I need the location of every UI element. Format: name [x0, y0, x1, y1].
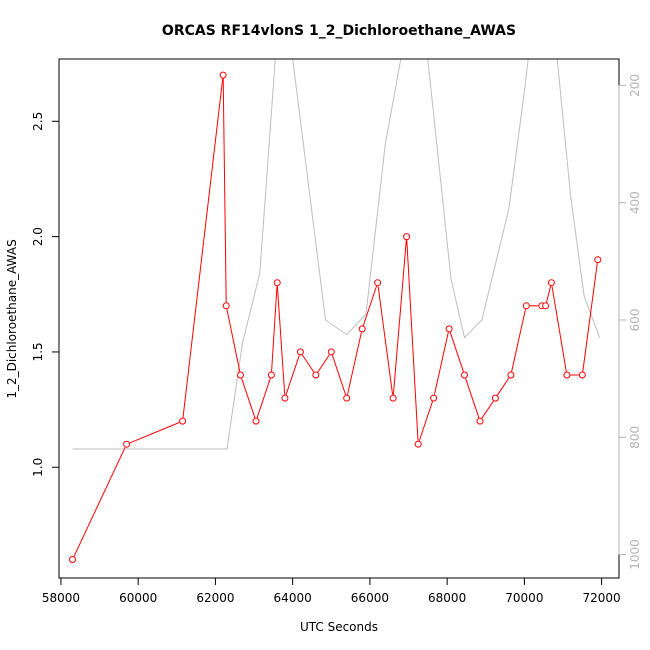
data-point	[252, 417, 260, 425]
series-segment	[449, 332, 464, 372]
axes: 58000 60000 62000 64000 66000 68000 70000 72000…	[31, 58, 642, 605]
x-tick-label: 70000	[505, 591, 543, 605]
x-tick-label: 58000	[42, 591, 80, 605]
series-segment	[226, 309, 241, 372]
data-point	[327, 348, 335, 356]
data-point	[179, 417, 187, 425]
right-tick-label: 200	[628, 74, 642, 97]
series-segment	[362, 285, 377, 326]
data-point	[578, 371, 586, 379]
data-point	[522, 302, 530, 310]
data-point	[461, 371, 468, 379]
x-axis-label: UTC Seconds	[300, 620, 378, 634]
chart-title: ORCAS RF14vlonS 1_2_Dichloroethane_AWAS	[162, 23, 516, 39]
x-tick-label: 64000	[274, 591, 312, 605]
data-point	[594, 256, 602, 264]
y-tick-label: 2.0	[31, 227, 45, 246]
data-point	[403, 233, 411, 241]
series-segment	[465, 378, 480, 418]
data-point	[414, 440, 422, 448]
data-point	[491, 394, 499, 402]
series-segment	[271, 286, 278, 372]
y-tick-label: 1.0	[31, 458, 45, 477]
data-point	[281, 394, 289, 402]
x-tick-label: 62000	[196, 591, 234, 605]
series-segment	[392, 240, 407, 395]
data-point	[343, 394, 351, 402]
series-segment	[276, 286, 286, 395]
data-point	[219, 71, 227, 79]
data-point	[476, 417, 484, 425]
x-tick-label: 68000	[428, 591, 466, 605]
series-segment	[222, 78, 227, 303]
data-point	[273, 279, 281, 287]
data-point	[312, 371, 320, 379]
series-segment	[73, 447, 126, 557]
series-segment	[129, 422, 180, 444]
x-tick-label: 72000	[583, 591, 621, 605]
series-segment	[546, 285, 552, 303]
data-point	[358, 325, 366, 333]
right-tick-label: 1000	[628, 539, 642, 570]
series-segment	[511, 309, 526, 372]
secondary-series-line	[72, 59, 601, 450]
plot-border	[58, 58, 620, 579]
plot-area	[69, 59, 602, 563]
data-point	[374, 279, 382, 287]
series-segment	[347, 332, 362, 395]
series-segment	[433, 332, 449, 395]
series-segment	[406, 240, 419, 441]
x-tick-label: 66000	[351, 591, 389, 605]
series-segment	[317, 354, 330, 373]
data-point	[389, 394, 397, 402]
data-point	[296, 348, 304, 356]
series-segment	[418, 401, 433, 442]
right-tick-label: 400	[628, 191, 642, 214]
data-point	[430, 394, 438, 402]
right-tick-label: 800	[628, 426, 642, 449]
data-point	[445, 325, 453, 333]
series-segment	[377, 286, 394, 395]
data-point	[123, 440, 131, 448]
data-point	[542, 302, 550, 310]
series-segment	[241, 378, 256, 418]
data-point	[547, 279, 555, 287]
data-point	[69, 556, 76, 563]
data-point	[507, 371, 515, 379]
series-segment	[285, 355, 300, 395]
series-segment	[496, 377, 510, 396]
data-point	[563, 371, 571, 379]
series-segment	[582, 263, 598, 372]
series-segment	[551, 286, 567, 372]
data-point	[237, 371, 244, 379]
series-segment	[256, 378, 271, 418]
right-tick-label: 600	[628, 309, 642, 332]
data-point	[222, 302, 230, 310]
data-point	[267, 371, 275, 379]
series-segment	[301, 354, 315, 373]
y-tick-label: 2.5	[31, 112, 45, 131]
y-tick-label: 1.5	[31, 342, 45, 361]
y-axis-label: 1_2_Dichloroethane_AWAS	[5, 239, 19, 398]
x-tick-label: 60000	[119, 591, 157, 605]
series-segment	[182, 78, 224, 418]
series-segment	[331, 355, 347, 395]
series-segment	[481, 400, 494, 419]
